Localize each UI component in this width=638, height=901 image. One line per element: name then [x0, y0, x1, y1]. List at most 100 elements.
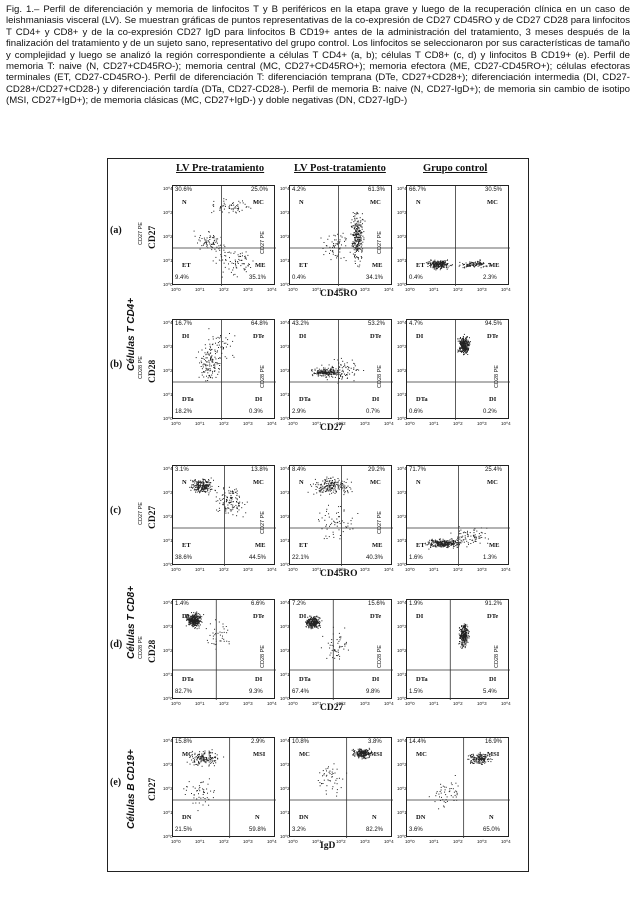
event-dot [449, 788, 451, 790]
event-dot [208, 761, 210, 763]
event-dot [441, 543, 443, 545]
event-dot [248, 263, 250, 265]
event-dot [343, 510, 345, 512]
event-dot [328, 480, 330, 482]
event-dot [212, 260, 214, 262]
event-dot [197, 810, 199, 812]
event-dot [463, 337, 464, 339]
event-dot [479, 760, 481, 762]
event-dot [467, 534, 469, 536]
event-dot [324, 486, 326, 488]
event-dot [483, 759, 485, 760]
event-dot [338, 486, 339, 488]
event-dot [189, 763, 191, 765]
event-dot [328, 235, 330, 237]
plot-inner-y-label: CD27 PE [260, 231, 266, 254]
event-dot [203, 358, 205, 360]
event-dot [209, 237, 211, 238]
event-dot [363, 756, 365, 758]
event-dot [358, 749, 360, 751]
event-dot [316, 492, 318, 494]
event-dot [466, 634, 468, 636]
event-dot [196, 484, 198, 486]
event-dot [306, 621, 308, 623]
event-dot [202, 484, 204, 486]
event-dot [440, 545, 442, 547]
event-dot [332, 251, 334, 253]
event-dot [355, 235, 357, 237]
event-dot [210, 349, 212, 351]
event-dot [194, 627, 196, 629]
event-dot [338, 632, 340, 634]
event-dot [465, 343, 467, 345]
event-dot [462, 347, 464, 349]
event-dot [430, 259, 432, 261]
event-dot [189, 486, 191, 488]
event-dot [315, 622, 317, 624]
event-dot [200, 482, 202, 484]
event-dot [194, 619, 196, 621]
event-dot [319, 370, 321, 372]
event-dot [443, 544, 445, 546]
event-dot [446, 547, 448, 548]
event-dot [223, 638, 225, 640]
event-dot [322, 373, 324, 375]
event-dot [247, 254, 249, 256]
event-dot [434, 545, 436, 547]
event-dot [225, 346, 227, 348]
event-dot [229, 502, 231, 504]
event-dot [432, 260, 434, 262]
event-dot [319, 484, 321, 486]
event-dot [225, 337, 227, 339]
event-dot [202, 757, 204, 759]
event-dot [467, 535, 469, 537]
event-dot [353, 234, 355, 236]
event-dot [465, 345, 467, 347]
event-dot [448, 540, 450, 542]
event-dot [463, 541, 465, 543]
event-dot [459, 641, 460, 642]
event-dot [223, 200, 225, 202]
event-dot [428, 261, 430, 263]
event-dot [230, 500, 232, 502]
event-dot [198, 756, 199, 758]
event-dot [439, 800, 441, 801]
quadrant-pct-tr: 94.5% [485, 321, 503, 327]
event-dot [198, 481, 200, 483]
event-dot [318, 519, 319, 521]
event-dot [425, 542, 426, 544]
event-dot [188, 781, 190, 783]
event-dot [325, 768, 327, 770]
event-dot [199, 486, 201, 488]
event-dot [204, 488, 206, 490]
event-dot [343, 494, 345, 496]
event-dot [460, 533, 462, 535]
event-dot [195, 620, 197, 622]
event-dot [229, 207, 231, 209]
event-dot [471, 754, 473, 756]
event-dot [191, 484, 193, 486]
event-dot [354, 237, 355, 238]
event-dot [331, 484, 333, 486]
y-tick-label: 10^4 [397, 738, 407, 743]
event-dot [327, 779, 329, 781]
event-dot [333, 359, 335, 360]
event-dot [347, 485, 349, 487]
event-dot [228, 251, 230, 253]
event-dot [438, 808, 440, 810]
event-dot [343, 490, 345, 492]
event-dot [336, 374, 338, 376]
event-dot [342, 369, 344, 371]
event-dot [316, 372, 318, 374]
event-dot [337, 512, 339, 513]
event-dot [342, 487, 344, 489]
event-dot [215, 342, 216, 344]
event-dot [351, 371, 353, 373]
event-dot [370, 752, 372, 754]
event-dot [461, 639, 463, 641]
event-dot [212, 757, 214, 759]
event-dot [470, 762, 471, 764]
quadrant-label-tl: N [416, 479, 421, 486]
event-dot [198, 621, 200, 623]
y-tick-label: 10^4 [397, 600, 407, 605]
